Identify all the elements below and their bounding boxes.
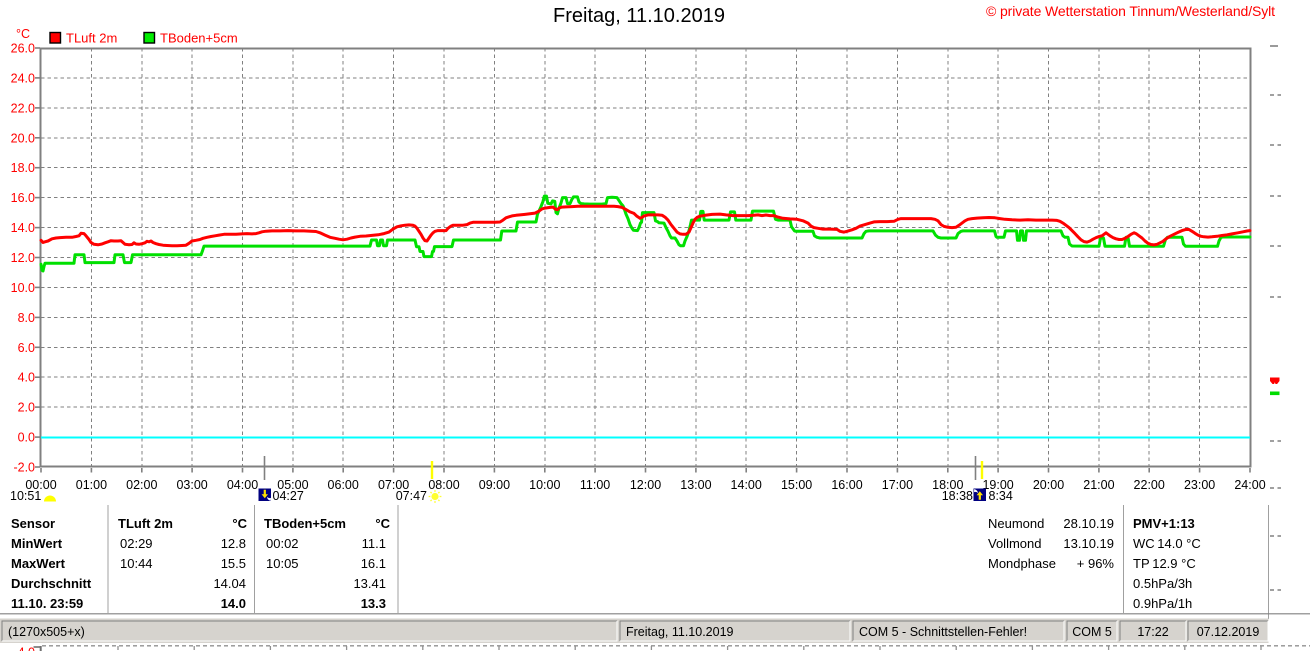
svg-text:13.10.19: 13.10.19: [1063, 536, 1114, 551]
svg-text:22:00: 22:00: [1134, 478, 1165, 492]
svg-text:24:00: 24:00: [1234, 478, 1265, 492]
svg-text:TBoden+5cm: TBoden+5cm: [160, 31, 238, 46]
svg-text:TP 12.9 °C: TP 12.9 °C: [1133, 556, 1196, 571]
svg-text:07.12.2019: 07.12.2019: [1197, 625, 1260, 639]
svg-text:12.8: 12.8: [221, 536, 246, 551]
svg-text:05:00: 05:00: [277, 478, 308, 492]
svg-text:°C: °C: [375, 516, 390, 531]
svg-text:°C: °C: [232, 516, 247, 531]
svg-text:09:00: 09:00: [479, 478, 510, 492]
svg-text:Durchschnitt: Durchschnitt: [11, 576, 92, 591]
svg-text:14.04: 14.04: [213, 576, 246, 591]
svg-text:04:00: 04:00: [227, 478, 258, 492]
svg-text:+ 96%: + 96%: [1077, 556, 1115, 571]
svg-text:11:00: 11:00: [580, 478, 610, 492]
svg-text:18:38: 18:38: [942, 489, 973, 503]
svg-text:12.0: 12.0: [11, 251, 35, 265]
svg-text:17:00: 17:00: [882, 478, 913, 492]
svg-text:13:00: 13:00: [680, 478, 711, 492]
svg-text:Neumond: Neumond: [988, 516, 1044, 531]
svg-text:00:02: 00:02: [266, 536, 299, 551]
svg-text:23:00: 23:00: [1184, 478, 1215, 492]
svg-text:12:00: 12:00: [630, 478, 661, 492]
svg-text:11.1: 11.1: [362, 536, 386, 551]
svg-text:04:27: 04:27: [273, 489, 304, 503]
svg-text:20.0: 20.0: [11, 131, 35, 145]
svg-text:18:00: 18:00: [932, 478, 963, 492]
svg-text:Freitag, 11.10.2019: Freitag, 11.10.2019: [553, 5, 725, 27]
svg-text:10:00: 10:00: [529, 478, 560, 492]
svg-text:07:00: 07:00: [378, 478, 409, 492]
svg-text:Freitag, 11.10.2019: Freitag, 11.10.2019: [626, 625, 734, 639]
svg-text:0.0: 0.0: [18, 431, 35, 445]
svg-text:WC 14.0 °C: WC 14.0 °C: [1133, 536, 1201, 551]
svg-text:PMV+1:13: PMV+1:13: [1133, 516, 1195, 531]
svg-text:-2.0: -2.0: [13, 461, 35, 475]
svg-text:22.0: 22.0: [11, 101, 35, 115]
svg-text:02:29: 02:29: [120, 536, 153, 551]
svg-text:(1270x505+x): (1270x505+x): [8, 625, 85, 639]
svg-text:07:47: 07:47: [396, 489, 427, 503]
svg-text:0.5hPa/3h: 0.5hPa/3h: [1133, 576, 1192, 591]
svg-text:15:00: 15:00: [781, 478, 812, 492]
svg-text:14.0: 14.0: [221, 596, 246, 611]
svg-text:16.0: 16.0: [11, 191, 35, 205]
svg-text:4.0: 4.0: [18, 371, 35, 385]
svg-text:10:44: 10:44: [120, 556, 153, 571]
svg-text:Mondphase: Mondphase: [988, 556, 1056, 571]
svg-text:COM 5 - Schnittstellen-Fehler!: COM 5 - Schnittstellen-Fehler!: [859, 625, 1027, 639]
svg-text:13.41: 13.41: [353, 576, 386, 591]
svg-text:01:00: 01:00: [76, 478, 107, 492]
svg-text:15.5: 15.5: [221, 556, 246, 571]
svg-text:14:00: 14:00: [731, 478, 762, 492]
svg-text:6.0: 6.0: [18, 341, 35, 355]
svg-text:TBoden+5cm: TBoden+5cm: [264, 516, 346, 531]
svg-text:19:00: 19:00: [982, 478, 1013, 492]
svg-text:2.0: 2.0: [18, 401, 35, 415]
svg-text:28.10.19: 28.10.19: [1063, 516, 1114, 531]
svg-text:Vollmond: Vollmond: [988, 536, 1041, 551]
svg-text:MinWert: MinWert: [11, 536, 63, 551]
svg-text:03:00: 03:00: [176, 478, 207, 492]
svg-text:02:00: 02:00: [126, 478, 157, 492]
svg-text:21:00: 21:00: [1083, 478, 1114, 492]
svg-text:00:00: 00:00: [25, 478, 56, 492]
svg-text:20:00: 20:00: [1033, 478, 1064, 492]
svg-text:26.0: 26.0: [11, 42, 35, 56]
svg-text:14.0: 14.0: [11, 221, 35, 235]
svg-text:°C: °C: [16, 27, 30, 41]
svg-text:18.0: 18.0: [11, 161, 35, 175]
svg-text:13.3: 13.3: [361, 596, 386, 611]
svg-text:0.9hPa/1h: 0.9hPa/1h: [1133, 596, 1192, 611]
svg-text:10:05: 10:05: [266, 556, 299, 571]
svg-text:16.1: 16.1: [361, 556, 386, 571]
svg-text:MaxWert: MaxWert: [11, 556, 66, 571]
svg-text:16:00: 16:00: [831, 478, 862, 492]
svg-text:COM 5: COM 5: [1072, 625, 1112, 639]
svg-text:Sensor: Sensor: [11, 516, 55, 531]
svg-text:8.0: 8.0: [18, 311, 35, 325]
svg-text:8:34: 8:34: [989, 489, 1013, 503]
svg-text:06:00: 06:00: [328, 478, 359, 492]
svg-text:10.0: 10.0: [11, 281, 35, 295]
svg-text:TLuft 2m: TLuft 2m: [66, 31, 117, 46]
svg-text:24.0: 24.0: [11, 71, 35, 85]
svg-text:TLuft 2m: TLuft 2m: [118, 516, 173, 531]
svg-text:4.0: 4.0: [18, 646, 35, 651]
svg-text:10:51: 10:51: [10, 489, 41, 503]
svg-text:08:00: 08:00: [428, 478, 459, 492]
svg-text:© private Wetterstation Tinnum: © private Wetterstation Tinnum/Westerlan…: [986, 3, 1275, 19]
svg-text:17:22: 17:22: [1137, 625, 1168, 639]
svg-text:11.10. 23:59: 11.10. 23:59: [11, 596, 83, 611]
